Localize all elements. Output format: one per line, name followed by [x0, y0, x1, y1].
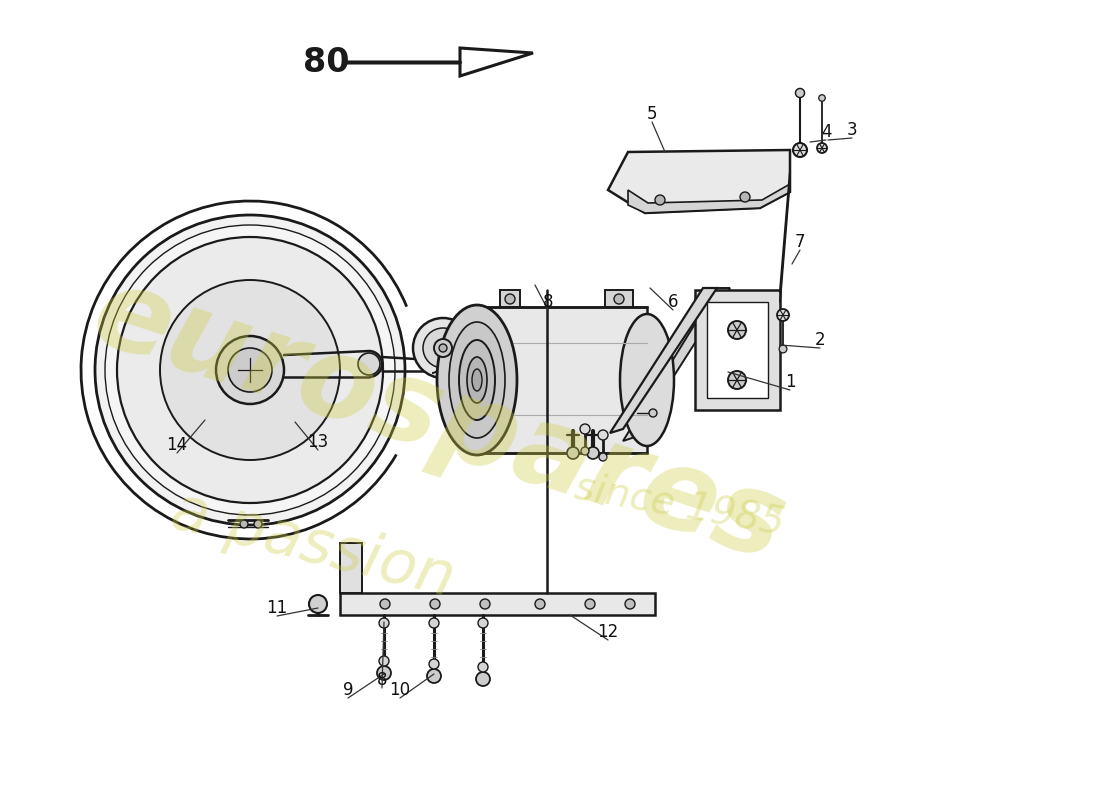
Circle shape [95, 215, 405, 525]
Text: 3: 3 [847, 121, 857, 139]
Circle shape [429, 659, 439, 669]
Circle shape [649, 409, 657, 417]
Circle shape [598, 430, 608, 440]
Circle shape [476, 672, 490, 686]
Text: since 1985: since 1985 [572, 468, 788, 542]
Text: 1: 1 [784, 373, 795, 391]
Circle shape [434, 339, 452, 357]
Polygon shape [608, 150, 790, 213]
Circle shape [429, 618, 439, 628]
Circle shape [412, 318, 473, 378]
Polygon shape [628, 184, 790, 213]
Circle shape [379, 656, 389, 666]
Circle shape [439, 344, 447, 352]
Circle shape [430, 599, 440, 609]
Text: 6: 6 [668, 293, 679, 311]
Circle shape [379, 618, 389, 628]
Text: 10: 10 [389, 681, 410, 699]
Circle shape [379, 599, 390, 609]
Circle shape [424, 328, 463, 368]
Circle shape [505, 294, 515, 304]
Circle shape [581, 447, 589, 455]
Circle shape [740, 192, 750, 202]
Text: 9: 9 [343, 681, 353, 699]
Text: 4: 4 [821, 123, 832, 141]
Circle shape [777, 309, 789, 321]
Circle shape [817, 143, 827, 153]
Ellipse shape [459, 340, 495, 420]
Circle shape [600, 453, 607, 461]
Text: eurospares: eurospares [80, 256, 799, 584]
Text: 80: 80 [302, 46, 350, 79]
Polygon shape [340, 593, 654, 615]
Polygon shape [500, 290, 520, 307]
Circle shape [104, 225, 395, 515]
Circle shape [254, 520, 262, 528]
Circle shape [614, 294, 624, 304]
Circle shape [309, 595, 327, 613]
Circle shape [358, 353, 379, 375]
Circle shape [818, 94, 825, 102]
Circle shape [535, 599, 544, 609]
Polygon shape [605, 290, 632, 307]
Circle shape [228, 348, 272, 392]
Text: 8: 8 [376, 671, 387, 689]
Text: 8: 8 [542, 293, 553, 311]
Text: 14: 14 [166, 436, 188, 454]
Text: 13: 13 [307, 433, 329, 451]
Circle shape [377, 666, 390, 680]
Circle shape [654, 195, 666, 205]
Ellipse shape [468, 357, 487, 403]
Polygon shape [348, 48, 534, 76]
Polygon shape [610, 288, 717, 433]
Text: 2: 2 [815, 331, 825, 349]
Circle shape [566, 447, 579, 459]
Circle shape [216, 336, 284, 404]
Circle shape [478, 662, 488, 672]
Circle shape [478, 618, 488, 628]
Ellipse shape [472, 369, 482, 391]
Ellipse shape [449, 322, 505, 438]
Polygon shape [340, 543, 362, 593]
Circle shape [587, 447, 600, 459]
Circle shape [625, 599, 635, 609]
Text: 5: 5 [647, 105, 658, 123]
Circle shape [585, 599, 595, 609]
Circle shape [240, 520, 248, 528]
Circle shape [117, 237, 383, 503]
Text: 12: 12 [597, 623, 618, 641]
Text: 7: 7 [794, 233, 805, 251]
Circle shape [427, 669, 441, 683]
Circle shape [580, 424, 590, 434]
Polygon shape [623, 288, 730, 441]
Ellipse shape [620, 314, 674, 446]
Circle shape [779, 345, 786, 353]
Text: a passion: a passion [165, 482, 461, 609]
Circle shape [160, 280, 340, 460]
Ellipse shape [450, 314, 504, 446]
Polygon shape [695, 290, 780, 410]
Polygon shape [477, 307, 647, 453]
Circle shape [480, 599, 490, 609]
Text: 11: 11 [266, 599, 287, 617]
Circle shape [795, 89, 804, 98]
Circle shape [728, 321, 746, 339]
Circle shape [728, 371, 746, 389]
Polygon shape [707, 302, 768, 398]
Ellipse shape [437, 305, 517, 455]
Circle shape [793, 143, 807, 157]
